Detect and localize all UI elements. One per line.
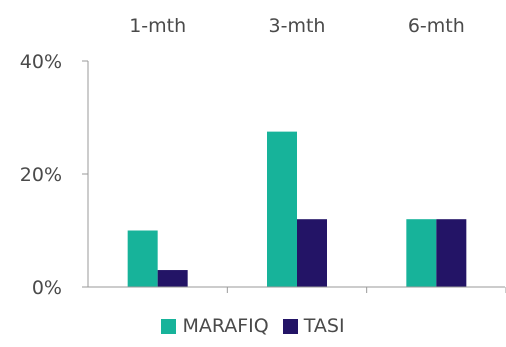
legend-swatch-series-0 bbox=[161, 318, 177, 334]
legend: MARAFIQ TASI bbox=[0, 315, 506, 337]
category-label: 3-mth bbox=[269, 15, 326, 37]
y-axis-ticks: 0% 20% 40% bbox=[20, 51, 88, 299]
category-labels: 1-mth 3-mth 6-mth bbox=[129, 15, 465, 37]
x-axis-ticks bbox=[226, 287, 506, 293]
y-tick-label: 20% bbox=[20, 164, 62, 186]
bar-tasi-6-mth bbox=[436, 219, 467, 287]
bars bbox=[127, 131, 467, 287]
legend-label-series-1: TASI bbox=[303, 315, 345, 337]
category-label: 1-mth bbox=[129, 15, 186, 37]
bar-tasi-3-mth bbox=[297, 219, 327, 287]
category-label: 6-mth bbox=[408, 15, 465, 37]
legend-item-series-1: TASI bbox=[282, 315, 345, 337]
bar-marafiq-3-mth bbox=[267, 131, 297, 287]
y-tick-label: 40% bbox=[20, 51, 62, 73]
bar-marafiq-1-mth bbox=[127, 230, 158, 287]
y-tick-label: 0% bbox=[32, 277, 62, 299]
legend-item-series-0: MARAFIQ bbox=[161, 315, 269, 337]
legend-label-series-0: MARAFIQ bbox=[182, 315, 269, 337]
legend-swatch-series-1 bbox=[282, 318, 298, 334]
bar-tasi-1-mth bbox=[157, 270, 188, 287]
bar-marafiq-6-mth bbox=[406, 219, 437, 287]
